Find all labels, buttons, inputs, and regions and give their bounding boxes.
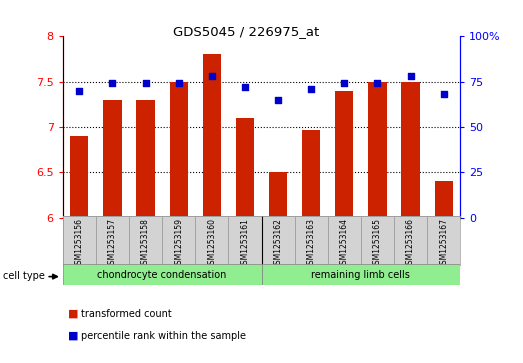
Text: GSM1253167: GSM1253167 <box>439 219 448 269</box>
Point <box>208 73 216 79</box>
Bar <box>368 82 386 218</box>
Text: GSM1253165: GSM1253165 <box>373 219 382 269</box>
Bar <box>104 100 121 218</box>
Text: remaining limb cells: remaining limb cells <box>311 270 411 280</box>
Text: GSM1253163: GSM1253163 <box>306 219 316 269</box>
Bar <box>137 100 155 218</box>
Bar <box>162 216 195 265</box>
Bar <box>129 216 162 265</box>
Bar <box>262 264 460 285</box>
Point <box>307 86 315 92</box>
Text: GSM1253161: GSM1253161 <box>241 219 249 269</box>
Bar <box>195 216 229 265</box>
Text: ■: ■ <box>68 331 78 341</box>
Text: percentile rank within the sample: percentile rank within the sample <box>81 331 246 341</box>
Bar <box>294 216 328 265</box>
Bar <box>402 82 419 218</box>
Bar <box>328 216 361 265</box>
Bar <box>63 264 262 285</box>
Bar <box>203 54 221 218</box>
Text: GSM1253159: GSM1253159 <box>174 219 183 269</box>
Point <box>439 91 448 97</box>
Bar <box>70 136 88 218</box>
Text: GSM1253160: GSM1253160 <box>207 219 217 269</box>
Point <box>340 81 348 86</box>
Point <box>75 88 84 94</box>
Text: ■: ■ <box>68 309 78 319</box>
Point <box>406 73 415 79</box>
Point <box>274 97 282 103</box>
Bar <box>269 172 287 218</box>
Point <box>141 81 150 86</box>
Bar <box>427 216 460 265</box>
Bar <box>236 118 254 218</box>
Text: GSM1253164: GSM1253164 <box>340 219 349 269</box>
Bar <box>96 216 129 265</box>
Text: GSM1253166: GSM1253166 <box>406 219 415 269</box>
Point <box>108 81 117 86</box>
Point <box>373 81 382 86</box>
Bar <box>394 216 427 265</box>
Bar <box>361 216 394 265</box>
Text: GSM1253162: GSM1253162 <box>274 219 282 269</box>
Bar <box>335 91 354 218</box>
Text: GSM1253158: GSM1253158 <box>141 219 150 269</box>
Text: chondrocyte condensation: chondrocyte condensation <box>97 270 227 280</box>
Text: transformed count: transformed count <box>81 309 172 319</box>
Text: GDS5045 / 226975_at: GDS5045 / 226975_at <box>173 25 319 38</box>
Bar <box>63 216 96 265</box>
Bar <box>435 182 453 218</box>
Text: GSM1253157: GSM1253157 <box>108 219 117 269</box>
Text: GSM1253156: GSM1253156 <box>75 219 84 269</box>
Bar <box>262 216 294 265</box>
Bar <box>229 216 262 265</box>
Bar <box>169 82 188 218</box>
Point <box>241 84 249 90</box>
Text: cell type: cell type <box>3 271 44 281</box>
Point <box>175 81 183 86</box>
Bar <box>302 130 320 218</box>
